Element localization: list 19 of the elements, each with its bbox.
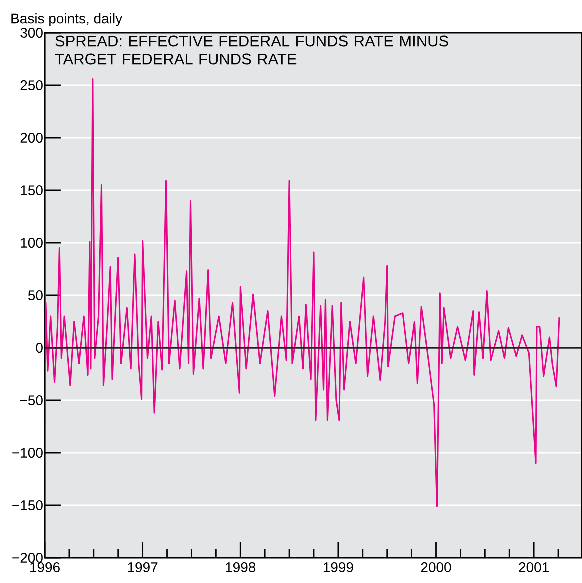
x-tick-label: 1998 [226,562,256,572]
x-tick-label: 1996 [30,562,60,572]
x-tick-label: 1997 [128,562,158,572]
y-tick-label: 150 [21,186,43,196]
y-tick-label: −50 [20,396,43,406]
y-tick-label: −150 [12,500,43,510]
y-tick-label: 100 [21,238,43,248]
y-tick-label: 200 [20,133,43,143]
y-tick-label: 250 [20,80,43,90]
y-tick-label: −200 [12,553,43,563]
y-tick-label: −100 [12,448,43,458]
x-tick-label: 2001 [519,562,549,572]
y-tick-label: 0 [36,343,43,353]
text: SPREAD: EFFECTIVE FEDERAL FUNDS RATE MINUS TARGET FEDERAL FUNDS RATE [55,36,448,65]
x-tick-label: 1999 [324,562,354,572]
x-tick-label: 2000 [421,562,452,572]
y-tick-label: 50 [28,290,43,300]
y-axis-title: Basis points, daily [12,13,123,26]
y-tick-label: 300 [20,28,43,38]
